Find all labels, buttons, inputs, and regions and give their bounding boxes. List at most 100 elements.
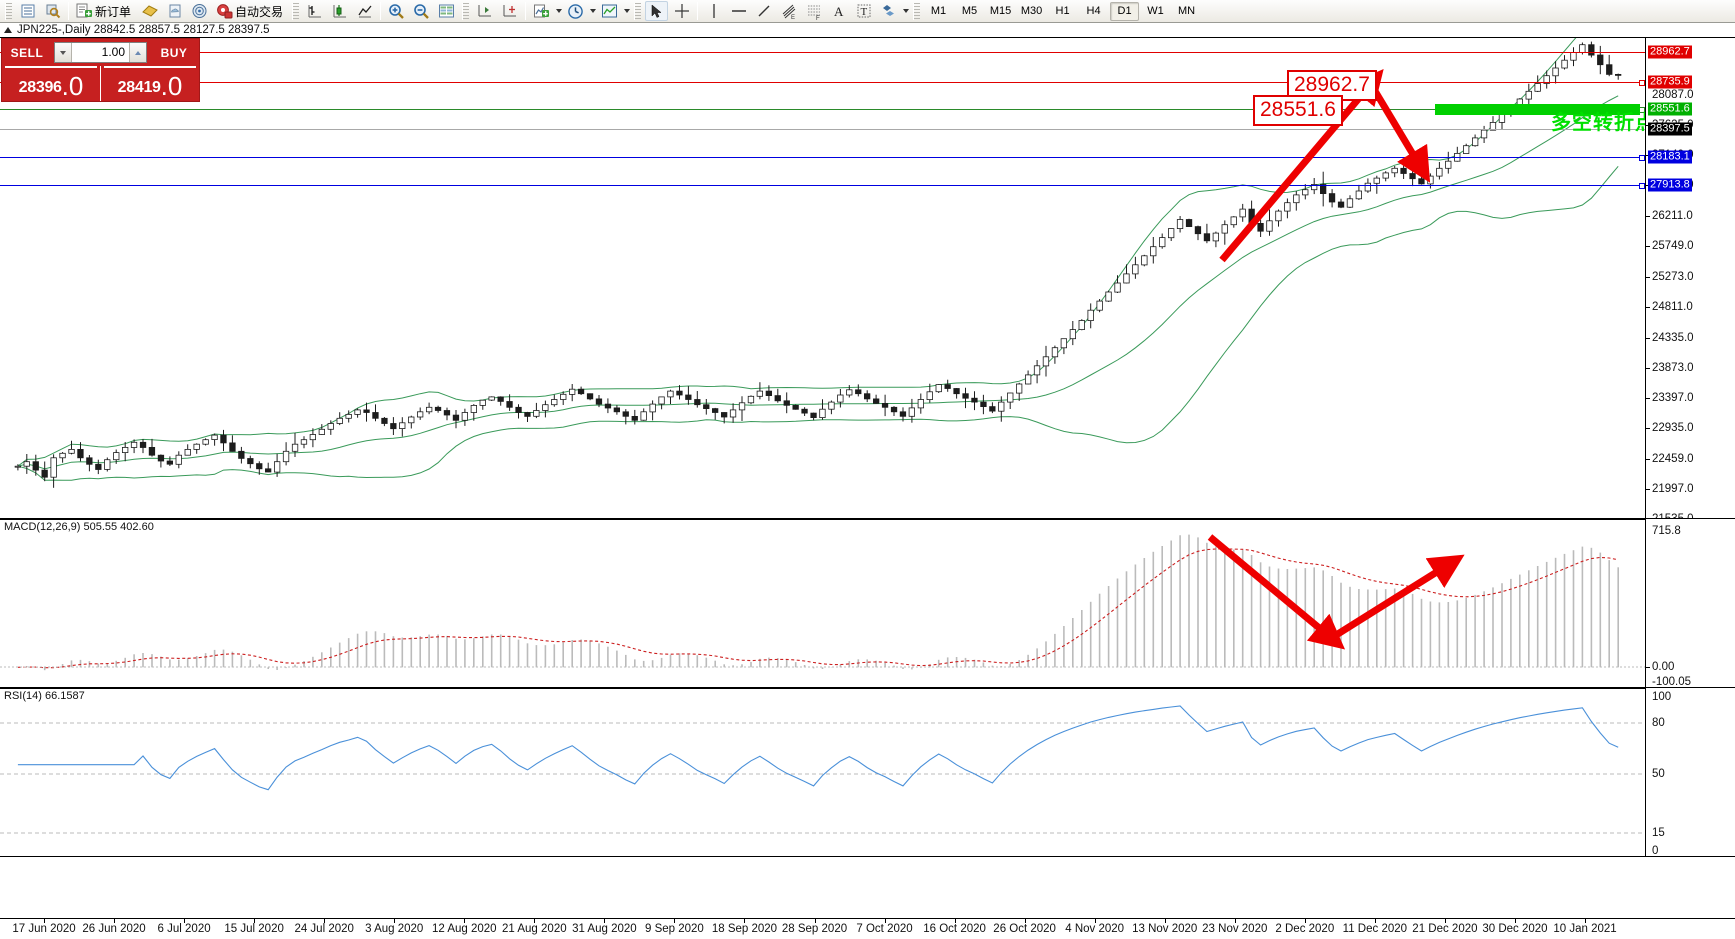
toolbar-grip-4[interactable] <box>634 2 642 20</box>
crosshair-icon-button[interactable] <box>670 1 693 21</box>
timeframe-w1[interactable]: W1 <box>1147 5 1164 17</box>
date-axis-label: 4 Nov 2020 <box>1065 923 1125 935</box>
expert-advisor-icon-button[interactable] <box>138 1 161 21</box>
toolbar-grip[interactable] <box>5 2 12 20</box>
price-tag-27913: 27913.8 <box>1648 178 1692 192</box>
zoom-in-icon-button[interactable] <box>385 1 408 21</box>
buy-price[interactable]: 28419 .0 <box>101 66 199 101</box>
vertical-line-icon-button[interactable] <box>702 1 725 21</box>
level-line-28735[interactable] <box>0 80 1645 86</box>
date-axis-label: 21 Aug 2020 <box>502 923 567 935</box>
callout-zone-price: 28551.6 <box>1253 95 1343 126</box>
trendline-icon-button[interactable] <box>752 1 775 21</box>
templates-chevron-down-icon[interactable] <box>622 1 631 21</box>
chart-area[interactable]: 28962.7 28551.6 多空转折点 27625.027149.02668… <box>0 37 1735 918</box>
date-axis-label: 23 Nov 2020 <box>1202 923 1268 935</box>
timeframe-m1[interactable]: M1 <box>930 5 947 17</box>
toolbar-separator-2 <box>380 2 382 20</box>
text-box-icon-button[interactable]: T <box>852 1 875 21</box>
volume-stepper[interactable]: 1.00 <box>54 42 147 63</box>
cloud-icon-button[interactable] <box>163 1 186 21</box>
terminal-icon-button[interactable] <box>16 1 39 21</box>
volume-value[interactable]: 1.00 <box>101 45 125 59</box>
autotrading-button[interactable]: 自动交易 <box>213 1 288 21</box>
bar-chart-icon-button[interactable] <box>303 1 326 21</box>
shapes-chevron-down-icon[interactable] <box>901 1 910 21</box>
timeframe-m5[interactable]: M5 <box>961 5 978 17</box>
toolbar-grip-5[interactable] <box>913 2 921 20</box>
date-axis-tick <box>884 919 886 923</box>
timeframe-h1[interactable]: H1 <box>1055 5 1070 17</box>
data-window-icon-button[interactable] <box>435 1 458 21</box>
level-line-28183[interactable] <box>0 155 1645 161</box>
price-plot[interactable]: 28962.7 28551.6 多空转折点 <box>0 38 1645 519</box>
new-order-button[interactable]: 新订单 <box>73 1 136 21</box>
date-axis-label: 26 Jun 2020 <box>82 923 146 935</box>
sell-button[interactable]: SELL <box>10 45 44 60</box>
timeframe-mn[interactable]: MN <box>1177 5 1196 17</box>
one-click-trading-panel[interactable]: SELL 1.00 BUY 28396 .0 28419 .0 <box>1 38 200 102</box>
price-axis-label-extra: 28087.0 <box>1652 88 1694 101</box>
level-handle[interactable] <box>1639 155 1645 161</box>
level-line-28962[interactable] <box>0 52 1645 53</box>
volume-increase-button[interactable] <box>129 43 146 62</box>
date-axis-tick <box>324 919 326 923</box>
timeframe-d1[interactable]: D1 <box>1110 1 1140 21</box>
date-axis-tick <box>1444 919 1446 923</box>
auto-scroll-icon-button[interactable] <box>498 1 521 21</box>
candlestick-chart-icon-button[interactable] <box>328 1 351 21</box>
new-order-label: 新订单 <box>95 4 132 19</box>
date-axis-label: 2 Dec 2020 <box>1275 923 1335 935</box>
rsi-tick-100: 100 <box>1652 691 1672 703</box>
level-handle[interactable] <box>1639 183 1645 189</box>
toolbar-grip-3[interactable] <box>462 2 470 20</box>
cursor-icon-button[interactable] <box>645 1 669 21</box>
horizontal-line-icon-button[interactable] <box>727 1 750 21</box>
level-line-27913[interactable] <box>0 183 1645 189</box>
price-axis-label: 21997.0 <box>1652 483 1694 496</box>
price-tag-28962: 28962.7 <box>1648 45 1692 59</box>
macd-plot[interactable] <box>0 519 1645 688</box>
line-chart-icon-button[interactable] <box>353 1 376 21</box>
period-icon-button[interactable] <box>564 1 587 21</box>
buy-price-main: 28419 <box>117 79 161 96</box>
rsi-pane[interactable]: RSI(14) 66.1587 100 80 50 15 0 <box>0 688 1735 857</box>
timeframe-h4[interactable]: H4 <box>1086 5 1101 17</box>
volume-decrease-button[interactable] <box>55 43 72 62</box>
macd-series <box>0 534 1645 671</box>
rsi-plot[interactable] <box>0 688 1645 857</box>
chart-shift-icon-button[interactable] <box>473 1 496 21</box>
level-handle[interactable] <box>1639 80 1645 86</box>
shapes-icon-button[interactable] <box>877 1 900 21</box>
price-pane[interactable]: 28962.7 28551.6 多空转折点 27625.027149.02668… <box>0 38 1735 525</box>
sell-price[interactable]: 28396 .0 <box>2 66 101 101</box>
price-axis-tick <box>1646 306 1650 308</box>
buy-button[interactable]: BUY <box>160 45 188 60</box>
text-label-icon-button[interactable]: A <box>827 1 850 21</box>
templates-icon-button[interactable] <box>598 1 621 21</box>
rsi-axis[interactable]: 100 80 50 15 0 <box>1645 688 1735 857</box>
network-icon-button[interactable] <box>188 1 211 21</box>
date-axis-tick <box>954 919 956 923</box>
period-chevron-down-icon[interactable] <box>588 1 597 21</box>
price-axis-tick <box>1646 337 1650 339</box>
timeframe-m15[interactable]: M15 <box>989 5 1012 17</box>
macd-pane[interactable]: MACD(12,26,9) 505.55 402.60 <box>0 519 1735 688</box>
chart-expand-icon[interactable] <box>4 27 12 33</box>
zoom-out-icon-button[interactable] <box>410 1 433 21</box>
level-line-28551[interactable] <box>0 107 1645 113</box>
equidistant-channel-icon-button[interactable]: E <box>777 1 800 21</box>
search-icon-button[interactable] <box>41 1 64 21</box>
price-axis-tick <box>1646 276 1650 278</box>
date-axis-label: 17 Jun 2020 <box>12 923 76 935</box>
price-tag-28551: 28551.6 <box>1648 102 1692 116</box>
fibonacci-icon-button[interactable]: F <box>802 1 825 21</box>
rsi-pane-bottom-border <box>0 856 1735 857</box>
price-axis[interactable]: 27625.027149.026687.026211.025749.025273… <box>1645 38 1735 525</box>
indicators-icon-button[interactable] <box>530 1 553 21</box>
indicators-chevron-down-icon[interactable] <box>554 1 563 21</box>
toolbar-grip-2[interactable] <box>292 2 300 20</box>
timeframe-m30[interactable]: M30 <box>1020 5 1043 17</box>
macd-axis[interactable]: 715.8 0.00 -100.05 <box>1645 519 1735 688</box>
date-axis[interactable]: 17 Jun 2020 26 Jun 2020 6 Jul 2020 15 Jul 2… <box>0 918 1735 939</box>
